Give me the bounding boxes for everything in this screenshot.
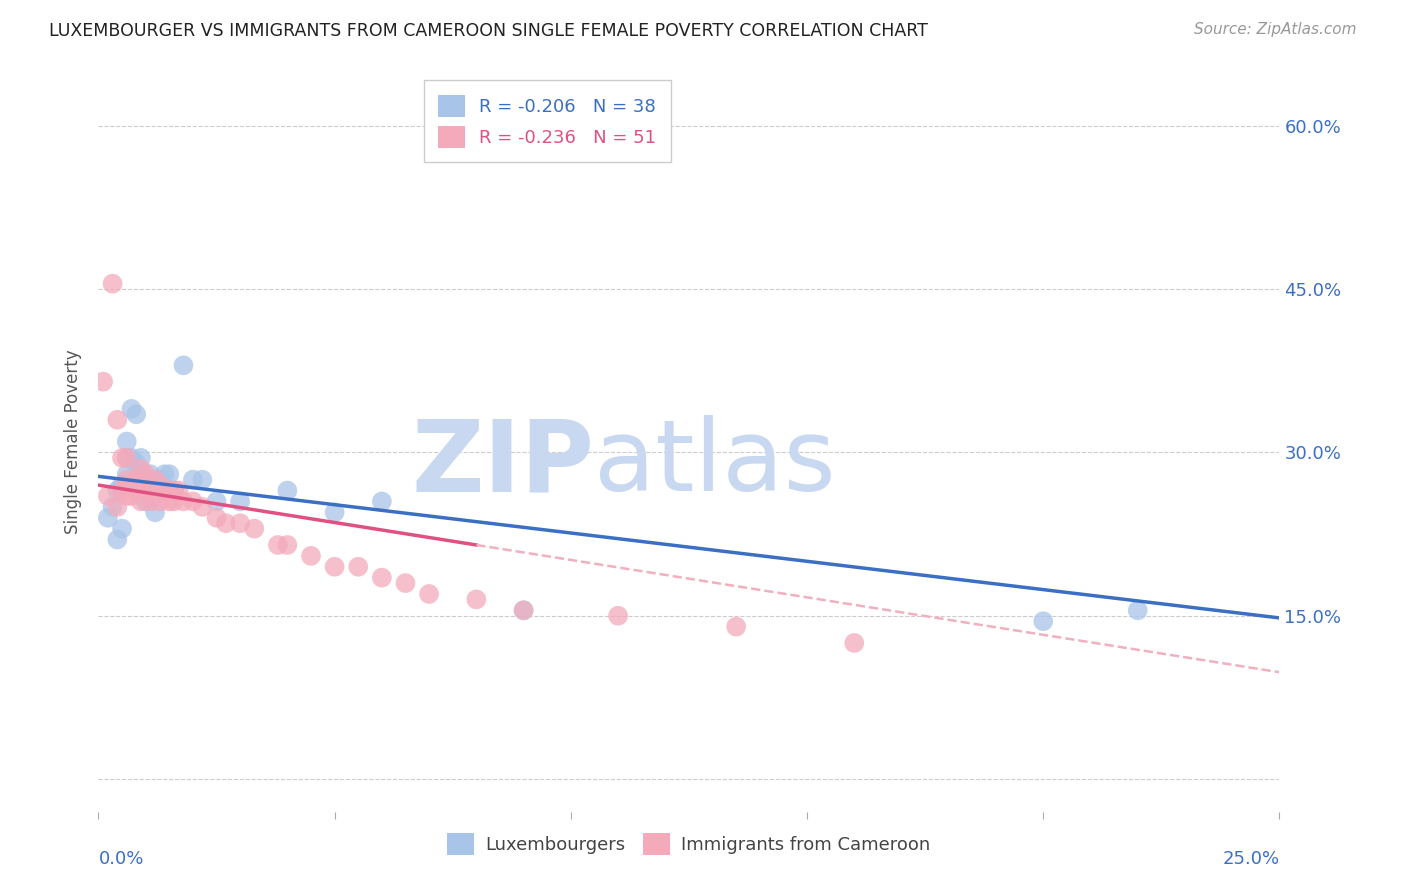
Text: 0.0%: 0.0% bbox=[98, 850, 143, 868]
Point bbox=[105, 500, 128, 514]
Point bbox=[129, 478, 152, 492]
Point bbox=[115, 473, 138, 487]
Point bbox=[607, 608, 630, 623]
Point bbox=[191, 473, 214, 487]
Point bbox=[129, 462, 152, 476]
Point bbox=[418, 587, 440, 601]
Point bbox=[143, 505, 166, 519]
Point bbox=[139, 494, 162, 508]
Point bbox=[129, 450, 152, 465]
Point bbox=[129, 483, 152, 498]
Point bbox=[115, 489, 138, 503]
Point bbox=[135, 483, 157, 498]
Point bbox=[121, 450, 143, 465]
Point bbox=[149, 478, 172, 492]
Point bbox=[129, 467, 152, 482]
Point bbox=[115, 467, 138, 482]
Point bbox=[181, 473, 204, 487]
Point bbox=[125, 473, 148, 487]
Point bbox=[163, 483, 186, 498]
Point bbox=[844, 636, 866, 650]
Point bbox=[243, 522, 266, 536]
Point bbox=[229, 516, 252, 531]
Point bbox=[172, 494, 194, 508]
Point bbox=[101, 500, 124, 514]
Point bbox=[121, 401, 143, 416]
Point bbox=[149, 483, 172, 498]
Point bbox=[153, 467, 176, 482]
Point bbox=[229, 494, 252, 508]
Point bbox=[135, 467, 157, 482]
Point bbox=[163, 494, 186, 508]
Text: ZIP: ZIP bbox=[412, 416, 595, 512]
Point bbox=[215, 516, 238, 531]
Point bbox=[172, 359, 194, 373]
Text: 25.0%: 25.0% bbox=[1222, 850, 1279, 868]
Point bbox=[323, 505, 346, 519]
Point bbox=[91, 375, 114, 389]
Point bbox=[149, 494, 172, 508]
Point bbox=[205, 510, 228, 524]
Point bbox=[299, 549, 322, 563]
Point bbox=[125, 483, 148, 498]
Point bbox=[1126, 603, 1149, 617]
Point bbox=[157, 467, 180, 482]
Point bbox=[276, 483, 298, 498]
Point bbox=[143, 489, 166, 503]
Point bbox=[101, 277, 124, 291]
Point bbox=[512, 603, 534, 617]
Point bbox=[125, 407, 148, 421]
Point bbox=[157, 483, 180, 498]
Point bbox=[267, 538, 290, 552]
Legend: Luxembourgers, Immigrants from Cameroon: Luxembourgers, Immigrants from Cameroon bbox=[440, 825, 938, 862]
Point bbox=[205, 494, 228, 508]
Point bbox=[139, 483, 162, 498]
Point bbox=[121, 478, 143, 492]
Point bbox=[139, 467, 162, 482]
Point bbox=[323, 559, 346, 574]
Point bbox=[139, 478, 162, 492]
Point bbox=[167, 483, 190, 498]
Point bbox=[125, 456, 148, 470]
Point bbox=[129, 494, 152, 508]
Point bbox=[115, 450, 138, 465]
Point bbox=[111, 478, 134, 492]
Point bbox=[347, 559, 370, 574]
Point bbox=[371, 571, 394, 585]
Point bbox=[191, 500, 214, 514]
Point bbox=[143, 483, 166, 498]
Point bbox=[157, 494, 180, 508]
Point bbox=[97, 489, 120, 503]
Point bbox=[143, 473, 166, 487]
Point bbox=[371, 494, 394, 508]
Point bbox=[105, 533, 128, 547]
Point bbox=[1032, 614, 1054, 628]
Point bbox=[105, 413, 128, 427]
Y-axis label: Single Female Poverty: Single Female Poverty bbox=[65, 350, 83, 533]
Point bbox=[163, 483, 186, 498]
Point bbox=[181, 494, 204, 508]
Point bbox=[135, 494, 157, 508]
Point bbox=[153, 483, 176, 498]
Point bbox=[97, 510, 120, 524]
Point bbox=[276, 538, 298, 552]
Point bbox=[465, 592, 488, 607]
Point bbox=[111, 522, 134, 536]
Point bbox=[115, 434, 138, 449]
Point bbox=[149, 473, 172, 487]
Text: atlas: atlas bbox=[595, 416, 837, 512]
Point bbox=[121, 489, 143, 503]
Point bbox=[394, 576, 416, 591]
Point bbox=[135, 483, 157, 498]
Point bbox=[512, 603, 534, 617]
Point bbox=[111, 483, 134, 498]
Point bbox=[105, 483, 128, 498]
Point bbox=[111, 450, 134, 465]
Point bbox=[725, 619, 748, 633]
Text: LUXEMBOURGER VS IMMIGRANTS FROM CAMEROON SINGLE FEMALE POVERTY CORRELATION CHART: LUXEMBOURGER VS IMMIGRANTS FROM CAMEROON… bbox=[49, 22, 928, 40]
Text: Source: ZipAtlas.com: Source: ZipAtlas.com bbox=[1194, 22, 1357, 37]
Point bbox=[115, 450, 138, 465]
